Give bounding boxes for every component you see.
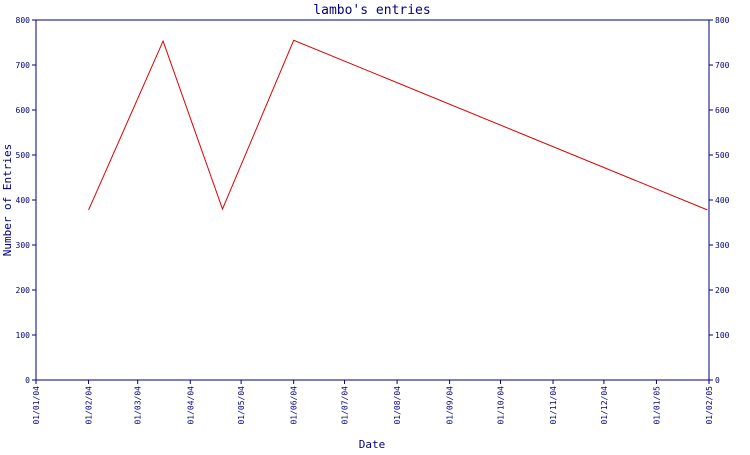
y-tick-label-left: 700 xyxy=(16,61,31,70)
x-tick-label: 01/04/04 xyxy=(186,386,195,425)
y-tick-label-left: 800 xyxy=(16,16,31,25)
y-tick-label-left: 100 xyxy=(16,331,31,340)
y-tick-label-right: 800 xyxy=(715,16,730,25)
x-tick-label: 01/02/04 xyxy=(85,386,94,425)
x-tick-label: 01/01/05 xyxy=(652,386,661,425)
x-tick-label: 01/06/04 xyxy=(290,386,299,425)
tick-marks xyxy=(32,20,713,384)
x-tick-label: 01/09/04 xyxy=(446,386,455,425)
x-tick-label: 01/11/04 xyxy=(549,386,558,425)
y-tick-label-right: 0 xyxy=(715,376,720,385)
x-tick-label: 01/08/04 xyxy=(393,386,402,425)
y-tick-label-right: 500 xyxy=(715,151,730,160)
axes xyxy=(36,20,709,380)
y-tick-label-left: 200 xyxy=(16,286,31,295)
x-axis-label: Date xyxy=(359,438,386,450)
y-tick-label-left: 600 xyxy=(16,106,31,115)
chart-title: lambo's entries xyxy=(313,3,430,18)
y-tick-label-left: 500 xyxy=(16,151,31,160)
y-tick-label-right: 600 xyxy=(715,106,730,115)
y-tick-label-right: 300 xyxy=(715,241,730,250)
y-tick-label-left: 400 xyxy=(16,196,31,205)
x-tick-label: 01/05/04 xyxy=(237,386,246,425)
x-tick-label: 01/10/04 xyxy=(496,386,505,425)
y-tick-label-right: 100 xyxy=(715,331,730,340)
x-tick-label: 01/01/04 xyxy=(32,386,41,425)
x-tick-label: 01/02/05 xyxy=(705,386,714,425)
x-tick-label: 01/03/04 xyxy=(134,386,143,425)
y-tick-label-right: 400 xyxy=(715,196,730,205)
x-tick-label: 01/12/04 xyxy=(600,386,609,425)
y-tick-label-left: 300 xyxy=(16,241,31,250)
y-axis-label: Number of Entries xyxy=(1,144,14,257)
y-tick-label-right: 700 xyxy=(715,61,730,70)
y-tick-label-left: 0 xyxy=(25,376,30,385)
tick-labels: 0 0 100 100 200 200 300 300 400 400 500 500 600 600 70… xyxy=(16,16,730,425)
series xyxy=(88,40,707,210)
y-tick-label-right: 200 xyxy=(715,286,730,295)
x-tick-label: 01/07/04 xyxy=(341,386,350,425)
plot-frame xyxy=(36,20,709,380)
series-line xyxy=(89,40,708,210)
